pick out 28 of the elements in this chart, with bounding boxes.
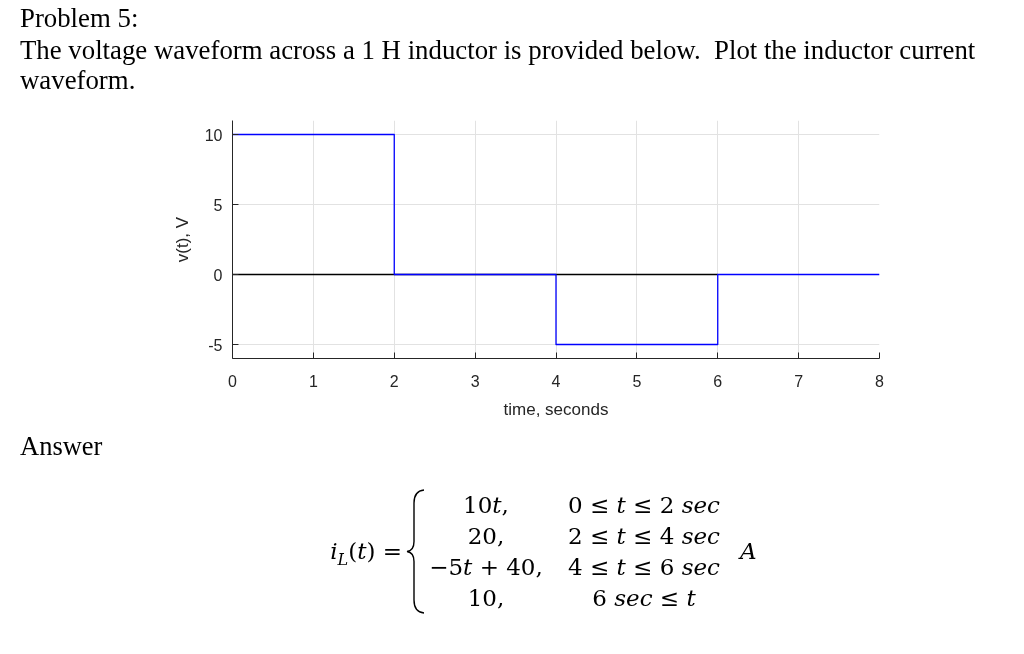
x-tick-label: 0 xyxy=(228,372,238,390)
text: 4 ≤ t ≤ 6 sec xyxy=(567,553,721,582)
y-tick-label: 10 xyxy=(204,126,223,144)
text: i$_{L}$(t) = xyxy=(330,537,402,571)
x-tick-label: 6 xyxy=(713,372,723,390)
x-tick-label: 3 xyxy=(470,372,480,390)
text: 2 ≤ t ≤ 4 sec xyxy=(567,522,721,551)
x-tick-label: 5 xyxy=(632,372,642,390)
y-tick-label: 0 xyxy=(213,266,223,284)
x-tick-label: 4 xyxy=(551,372,561,390)
y-axis-title: v(t), V xyxy=(172,216,192,263)
y-tick-label: -5 xyxy=(208,336,223,354)
chart-subtitle: The voltage waveform across a 1 H inductor is provided below. Plot the inductor current waveform. xyxy=(20,35,977,95)
text: 10t, xyxy=(462,491,510,520)
y-tick-label: 5 xyxy=(213,196,223,214)
x-tick-label: 2 xyxy=(389,372,399,390)
x-tick-label: 1 xyxy=(308,372,318,390)
text: −5t + 40, xyxy=(428,553,544,582)
x-tick-label: 8 xyxy=(875,372,885,390)
text: 0 ≤ t ≤ 2 sec xyxy=(567,491,721,520)
text: 20, xyxy=(466,522,506,551)
x-axis-title: time, seconds xyxy=(503,399,609,419)
x-tick-label: 7 xyxy=(794,372,804,390)
text: A xyxy=(740,538,757,564)
chart-title: Problem 5: xyxy=(20,3,140,33)
text: 10, xyxy=(466,584,506,613)
text: Answer xyxy=(20,431,103,461)
text: 6 sec ≤ t xyxy=(591,584,697,613)
